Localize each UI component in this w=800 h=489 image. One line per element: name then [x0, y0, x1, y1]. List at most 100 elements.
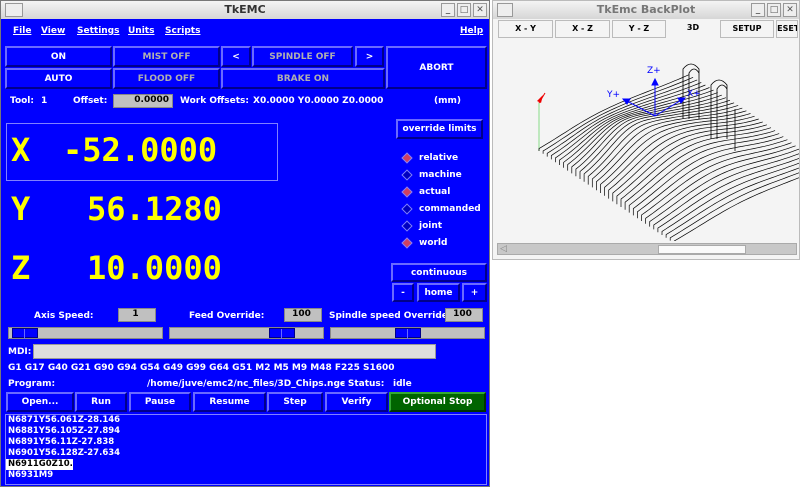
toolpath-line: [682, 63, 736, 151]
reset-button[interactable]: RESET: [776, 20, 798, 38]
close-icon[interactable]: ✕: [783, 3, 797, 17]
menu-view[interactable]: View: [41, 26, 66, 36]
backplot-canvas[interactable]: Z+ Y+ X+: [493, 39, 799, 241]
y-axis-label: Y+: [606, 90, 620, 100]
coord-radio-machine[interactable]: machine: [401, 169, 462, 181]
jog-plus-button[interactable]: +: [462, 283, 487, 302]
tab-y-z[interactable]: Y - Z: [612, 20, 666, 38]
horizontal-scrollbar[interactable]: ◁: [497, 243, 797, 255]
toolpath-line: [559, 87, 710, 165]
backplot-title: TkEmc BackPlot: [596, 3, 696, 16]
jog-mode-button[interactable]: continuous: [391, 263, 487, 282]
toolpath-line: [624, 130, 776, 210]
program-text-area[interactable]: N6871Y56.061Z-28.146 N6881Y56.105Z-27.894…: [5, 414, 487, 485]
auto-button[interactable]: AUTO: [5, 68, 112, 89]
radio-label: joint: [419, 221, 443, 231]
slider-thumb[interactable]: [11, 328, 38, 339]
tab-x-z[interactable]: X - Z: [555, 20, 610, 38]
axis-speed-slider[interactable]: [8, 327, 163, 339]
setup-button[interactable]: SETUP: [720, 20, 774, 38]
toolpath-line: [600, 113, 751, 193]
home-button[interactable]: home: [417, 283, 460, 302]
coord-radio-world[interactable]: world: [401, 237, 448, 249]
offset-label: Offset:: [73, 96, 108, 106]
toolpath-line: [583, 102, 735, 182]
abort-button[interactable]: ABORT: [386, 46, 487, 89]
spindle-override-label: Spindle speed Override:: [329, 311, 452, 321]
minimize-icon[interactable]: _: [441, 3, 455, 17]
dro-z-value: 10.0000: [87, 249, 222, 287]
toolpath-line: [661, 162, 799, 235]
toolpath-line: [542, 76, 694, 154]
jog-minus-button[interactable]: -: [392, 283, 414, 302]
tool-value: 1: [41, 96, 48, 106]
z-axis-label: Z+: [647, 66, 661, 76]
maximize-icon[interactable]: □: [457, 3, 471, 17]
toolpath-line: [538, 74, 690, 151]
spindle-override-value[interactable]: 100: [445, 308, 483, 322]
menu-file[interactable]: File: [13, 26, 32, 36]
feed-override-slider[interactable]: [169, 327, 324, 339]
toolpath-line: [653, 153, 799, 230]
toolpath-line: [637, 139, 788, 219]
flood-button[interactable]: FLOOD OFF: [113, 68, 220, 89]
spindle-override-slider[interactable]: [330, 327, 485, 339]
feed-override-label: Feed Override:: [189, 311, 265, 321]
toolpath-line: [620, 127, 772, 207]
window-menu-icon[interactable]: [497, 3, 513, 17]
coord-radio-joint[interactable]: joint: [401, 220, 443, 232]
menu-help[interactable]: Help: [460, 26, 484, 36]
toolpath-line: [550, 82, 702, 160]
radio-indicator-icon: [401, 237, 413, 249]
resume-button[interactable]: Resume: [193, 392, 266, 412]
brake-button[interactable]: BRAKE ON: [221, 68, 385, 89]
toolpath-line: [616, 124, 767, 205]
pause-button[interactable]: Pause: [129, 392, 191, 412]
axis-speed-value[interactable]: 1: [118, 308, 156, 322]
backplot-title-bar: TkEmc BackPlot _ □ ✕: [493, 1, 799, 19]
code-line: N6931M9: [8, 470, 54, 480]
menu-scripts[interactable]: Scripts: [165, 26, 201, 36]
override-limits-button[interactable]: override limits: [396, 119, 483, 139]
minimize-icon[interactable]: _: [751, 3, 765, 17]
window-menu-icon[interactable]: [5, 3, 23, 17]
coord-radio-commanded[interactable]: commanded: [401, 203, 481, 215]
spindle-increase-button[interactable]: >: [355, 46, 384, 67]
radio-indicator-icon: [401, 169, 413, 181]
dro-y-value: 56.1280: [87, 190, 222, 228]
program-path: /home/juve/emc2/nc_files/3D_Chips.ngc: [147, 379, 346, 389]
run-button[interactable]: Run: [75, 392, 127, 412]
scroll-left-icon[interactable]: ◁: [500, 244, 507, 254]
radio-label: actual: [419, 187, 451, 197]
dro-z-label: Z: [11, 249, 31, 287]
menu-units[interactable]: Units: [128, 26, 155, 36]
toolpath-line: [608, 118, 759, 199]
coord-radio-actual[interactable]: actual: [401, 186, 451, 198]
open-button[interactable]: Open...: [6, 392, 74, 412]
spindle-decrease-button[interactable]: <: [221, 46, 251, 67]
slider-thumb[interactable]: [269, 328, 296, 339]
radio-indicator-icon: [401, 186, 413, 198]
coord-radio-relative[interactable]: relative: [401, 152, 458, 164]
verify-button[interactable]: Verify: [325, 392, 388, 412]
spindle-button[interactable]: SPINDLE OFF: [252, 46, 353, 67]
slider-thumb[interactable]: [394, 328, 421, 339]
units-label: (mm): [434, 96, 461, 106]
menu-settings[interactable]: Settings: [77, 26, 120, 36]
maximize-icon[interactable]: □: [767, 3, 781, 17]
step-button[interactable]: Step: [267, 392, 323, 412]
toolpath: [538, 63, 799, 241]
optional-stop-button[interactable]: Optional Stop: [389, 392, 486, 412]
on-button[interactable]: ON: [5, 46, 112, 67]
scrollbar-thumb[interactable]: [658, 245, 746, 254]
radio-label: world: [419, 238, 448, 248]
toolpath-line: [571, 94, 722, 174]
offset-value: 0.0000: [113, 94, 173, 108]
tab-x-y[interactable]: X - Y: [498, 20, 553, 38]
close-icon[interactable]: ✕: [473, 3, 487, 17]
tab-3d[interactable]: 3D: [668, 20, 718, 38]
code-line: N6901Y56.128Z-27.634: [8, 448, 121, 458]
mdi-input[interactable]: [33, 344, 436, 359]
mist-button[interactable]: MIST OFF: [113, 46, 220, 67]
feed-override-value[interactable]: 100: [284, 308, 322, 322]
